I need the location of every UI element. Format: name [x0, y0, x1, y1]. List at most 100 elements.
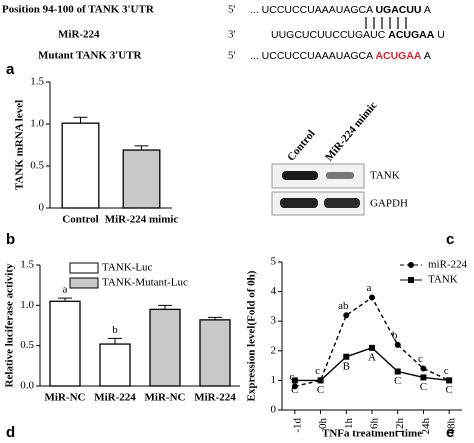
marker [394, 341, 401, 348]
annotation: C [317, 384, 324, 396]
band [282, 171, 318, 180]
marker [343, 353, 350, 360]
seq-site: ACUGAA [388, 29, 434, 41]
y-tick-label: 0 [271, 404, 277, 416]
error-bar [158, 304, 172, 310]
seq-end: 5' [228, 4, 236, 16]
y-tick-label: 4 [271, 285, 277, 297]
x-tick-label: 12h [394, 418, 406, 435]
marker [317, 377, 324, 384]
bar [49, 300, 81, 387]
y-axis-label: TANK mRNA level [14, 100, 26, 190]
annotation: b [392, 329, 398, 341]
error-bar [73, 116, 88, 124]
legend-label: TANK [428, 274, 458, 286]
bar [199, 319, 231, 387]
seq-pre: ... UCCUCCUAAAUAGCA [250, 4, 375, 16]
lane-label: Control [285, 128, 318, 164]
marker [420, 374, 427, 381]
y-tick-label: 5 [271, 256, 277, 268]
error-bar [108, 337, 122, 345]
pairing [365, 17, 407, 29]
y-tick-label: 1.5 [30, 76, 44, 88]
band [326, 172, 354, 179]
legend-label: TANK-Mutant-Luc [102, 277, 188, 289]
seq-pre: UUGCUCUUCCUGAUC [271, 29, 388, 41]
panel-label: e [446, 424, 454, 441]
legend-label: miR-224 [428, 259, 468, 271]
x-tick-label: MiR-224 mimic [105, 214, 179, 226]
seq-end: 3' [228, 29, 236, 41]
y-tick-label: 3 [271, 315, 277, 327]
marker [446, 377, 453, 384]
y-axis-label: Expression level(Fold of 0h) [246, 270, 258, 401]
y-tick-label: 0.5 [30, 160, 44, 172]
x-tick-label: MiR-224 [194, 392, 236, 404]
seq-post: A [422, 4, 431, 16]
annotation: C [445, 384, 452, 396]
y-tick-label: 0 [39, 202, 45, 214]
band [324, 198, 360, 208]
x-axis-label: TNFa treatment time [322, 428, 422, 440]
seq-site: ACUGAA [375, 50, 421, 62]
bar [122, 149, 161, 209]
marker [369, 344, 375, 351]
protein-label: TANK [370, 170, 400, 182]
seq-label: Mutant TANK 3'UTR [38, 50, 143, 62]
legend-swatch [69, 277, 99, 289]
x-tick-label: 6h [369, 418, 381, 430]
x-tick-label: Control [62, 214, 98, 226]
y-tick-label: 1.0 [20, 299, 34, 311]
annotation: C [394, 375, 401, 387]
marker [369, 294, 375, 301]
panel-label: d [6, 424, 15, 441]
protein-label: GAPDH [370, 198, 408, 210]
y-tick-label: 1.5 [20, 259, 34, 271]
sequence: ... UCCUCCUAAAUAGCA UGACUU A [250, 4, 431, 16]
seq-post: A [422, 50, 431, 62]
annotation: C [420, 381, 427, 393]
bar [99, 343, 131, 387]
panel-label: b [6, 231, 15, 248]
annotation: ab [338, 300, 349, 312]
seq-site: UGACUU [375, 4, 421, 16]
error-bar [134, 145, 149, 151]
bar [61, 122, 100, 209]
x-tick-label: 0h [317, 418, 329, 430]
x-tick-label: 48h [446, 418, 458, 435]
marker [291, 383, 298, 390]
annotation: a [63, 284, 68, 296]
seq-post: U [434, 29, 445, 41]
annotation: a [367, 282, 372, 294]
x-tick-label: MiR-NC [45, 392, 86, 404]
x-tick-label: 1h [343, 418, 355, 430]
x-tick-label: -1d [291, 418, 303, 433]
seq-pre: ... UCCUCCUAAAUAGCA [250, 50, 375, 62]
annotation: c [418, 353, 423, 365]
band [280, 198, 318, 208]
bar [149, 308, 181, 387]
annotation: c [289, 371, 294, 383]
annotation: b [112, 324, 118, 336]
y-tick-label: 1.0 [30, 118, 44, 130]
marker [343, 312, 350, 319]
y-tick-label: 1 [271, 374, 277, 386]
marker [291, 377, 298, 384]
panel-label: c [446, 231, 454, 248]
seq-label: MiR-224 [58, 29, 100, 41]
x-tick-label: MiR-224 [94, 392, 136, 404]
annotation: c [444, 365, 449, 377]
seq-end: 5' [228, 50, 236, 62]
legend-marker [408, 277, 414, 283]
annotation: B [343, 360, 350, 372]
y-axis-label: Relative luciferase activity [4, 263, 16, 388]
legend-swatch [69, 262, 99, 274]
y-tick-label: 0.0 [20, 380, 34, 392]
y-tick-label: 0.5 [20, 339, 34, 351]
marker [420, 365, 427, 372]
x-tick-label: 24h [420, 418, 432, 435]
sequence: ... UCCUCCUAAAUAGCA ACUGAA A [250, 50, 431, 62]
annotation: c [315, 365, 320, 377]
seq-label: Position 94-100 of TANK 3'UTR [2, 4, 155, 16]
